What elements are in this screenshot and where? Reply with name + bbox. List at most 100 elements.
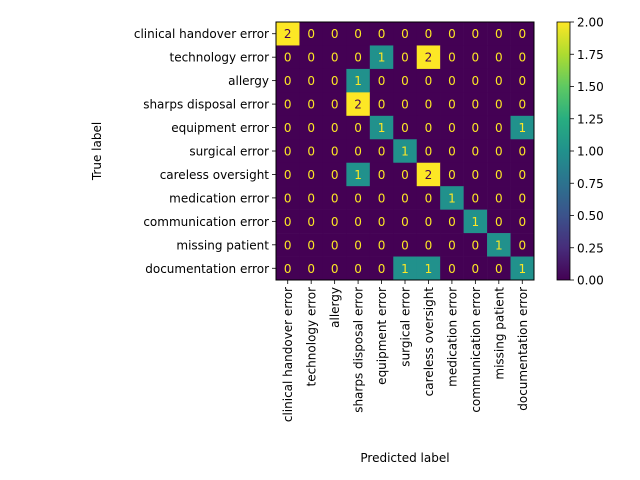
cell-value: 0 (378, 74, 386, 88)
heatmap-cell (487, 209, 511, 234)
cell-value: 0 (472, 262, 480, 276)
heatmap-cell (276, 139, 300, 164)
heatmap-cell (440, 68, 464, 93)
heatmap-cell (440, 45, 464, 70)
cell-value: 0 (448, 145, 456, 159)
cell-value: 0 (425, 74, 433, 88)
heatmap-cell (276, 45, 300, 70)
heatmap-cell (276, 186, 300, 210)
heatmap-cell (322, 233, 347, 257)
x-tick-label: surgical error (399, 287, 413, 367)
cell-value: 0 (472, 51, 480, 65)
cell-value: 0 (284, 121, 292, 135)
heatmap-cell (463, 45, 488, 70)
y-tick-label: clinical handover error (134, 27, 269, 41)
heatmap-cell (346, 209, 371, 234)
cell-value: 0 (378, 27, 386, 41)
heatmap-cell (393, 256, 418, 281)
cell-value: 0 (284, 238, 292, 252)
y-tick-label: missing patient (176, 238, 269, 252)
heatmap-cell (393, 92, 418, 117)
heatmap-cell (299, 186, 324, 210)
cell-value: 0 (401, 168, 409, 182)
cell-value: 1 (354, 168, 362, 182)
cell-value: 0 (495, 168, 503, 182)
heatmap-cell (322, 45, 347, 70)
colorbar: 0.00 0.25 0.50 0.75 1.00 1.25 1.50 1.75 2.00 (556, 16, 604, 288)
heatmap-cell (393, 45, 418, 70)
cell-value: 0 (331, 74, 339, 88)
heatmap-cell (416, 92, 441, 117)
cell-value: 0 (448, 262, 456, 276)
cell-value: 1 (401, 262, 409, 276)
heatmap-cell (322, 186, 347, 210)
cell-value: 1 (472, 215, 480, 229)
cell-value: 0 (495, 51, 503, 65)
cell-value: 0 (284, 145, 292, 159)
cell-value: 0 (448, 121, 456, 135)
cell-value: 0 (331, 191, 339, 205)
heatmap-cell (440, 256, 464, 281)
cell-value: 0 (472, 121, 480, 135)
heatmap-cell (440, 233, 464, 257)
cell-value: 0 (284, 51, 292, 65)
cell-value: 1 (354, 74, 362, 88)
cell-value: 0 (307, 121, 315, 135)
cell-value: 0 (425, 98, 433, 112)
heatmap-cell (487, 233, 511, 257)
cell-value: 0 (354, 238, 362, 252)
heatmap-cell (346, 115, 371, 140)
heatmap-cell (369, 45, 394, 70)
heatmap-cell (487, 45, 511, 70)
heatmap-cell (487, 22, 511, 46)
cell-value: 0 (401, 121, 409, 135)
heatmap-cell (346, 233, 371, 257)
heatmap-cell (369, 22, 394, 46)
cell-value: 0 (307, 145, 315, 159)
heatmap-cell (369, 115, 394, 140)
heatmap-cell (510, 233, 535, 257)
cell-value: 0 (448, 168, 456, 182)
heatmap-cell (369, 186, 394, 210)
cell-value: 0 (307, 215, 315, 229)
cell-value: 0 (518, 98, 526, 112)
heatmap-cell (416, 256, 441, 281)
heatmap-cell (393, 115, 418, 140)
cell-value: 0 (495, 98, 503, 112)
heatmap-cell (416, 209, 441, 234)
heatmap-cell (369, 233, 394, 257)
cell-value: 0 (472, 27, 480, 41)
cell-value: 0 (378, 168, 386, 182)
heatmap-cell (346, 22, 371, 46)
cell-value: 0 (378, 262, 386, 276)
cell-value: 0 (495, 121, 503, 135)
y-axis-ticks: clinical handover error technology error a… (134, 27, 276, 276)
y-tick-label: equipment error (171, 121, 269, 135)
cell-value: 0 (472, 74, 480, 88)
colorbar-gradient (556, 21, 571, 281)
cell-value: 0 (378, 145, 386, 159)
heatmap-cell (393, 68, 418, 93)
cell-value: 0 (401, 51, 409, 65)
x-tick-label: equipment error (375, 287, 389, 385)
x-tick-label: sharps disposal error (352, 287, 366, 413)
heatmap-cell (276, 68, 300, 93)
heatmap-cell (276, 256, 300, 281)
cell-value: 0 (518, 238, 526, 252)
heatmap-cell (510, 45, 535, 70)
cell-value: 0 (425, 238, 433, 252)
heatmap-cell (416, 186, 441, 210)
heatmap-cell (487, 256, 511, 281)
cell-value: 0 (354, 262, 362, 276)
colorbar-tick-label: 0.75 (577, 177, 604, 191)
heatmap-cell (440, 115, 464, 140)
cell-value: 0 (401, 98, 409, 112)
heatmap-cell (369, 256, 394, 281)
heatmap-cell (276, 115, 300, 140)
heatmap-cell (299, 22, 324, 46)
cell-value: 0 (307, 98, 315, 112)
cell-value: 0 (354, 121, 362, 135)
cell-value: 0 (331, 168, 339, 182)
heatmap-cell (463, 139, 488, 164)
heatmap-cell (463, 233, 488, 257)
